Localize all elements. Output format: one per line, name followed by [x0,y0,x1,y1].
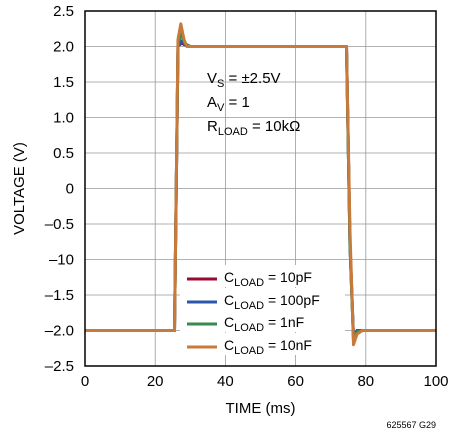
y-tick-labels: –2.5 –2.0 –1.5 –10 –0.5 0 0.5 1.0 1.5 2.0 2.5 [45,3,74,375]
legend-text-bg [220,265,345,287]
y-tick-label: 0.5 [53,145,74,162]
y-tick-label: 2.0 [53,39,74,56]
x-tick-label: 60 [287,373,304,390]
y-tick-label: 2.5 [53,3,74,20]
x-tick-label: 80 [357,373,374,390]
legend-text-bg [220,333,345,355]
legend-label-2: CLOAD = 1nF [224,314,304,334]
x-tick-label: 40 [217,373,234,390]
series-line-3 [85,22,436,347]
y-tick-label: –0.5 [45,216,74,233]
y-tick-label: –2.5 [45,358,74,375]
figure-id: 625567 G29 [386,420,436,430]
x-axis-title: TIME (ms) [226,400,296,417]
x-tick-label: 20 [147,373,164,390]
annotations: VS = ±2.5V AV = 1 RLOAD = 10kΩ [207,70,300,138]
x-tick-label: 100 [423,373,448,390]
plot-frame [84,10,437,367]
x-tick-labels: 0 20 40 60 80 100 [81,373,449,390]
y-tick-label: 1.5 [53,74,74,91]
y-axis-title: VOLTAGE (V) [11,142,28,235]
y-tick-label: –2.0 [45,323,74,340]
annotation-0: VS = ±2.5V [207,70,281,90]
y-tick-label: 1.0 [53,110,74,127]
legend-label-1: CLOAD = 100pF [224,292,320,312]
series-group [85,22,436,347]
legend-label-3: CLOAD = 10nF [224,337,312,357]
y-tick-label: –1.5 [45,287,74,304]
x-tick-label: 0 [81,373,89,390]
annotation-2: RLOAD = 10kΩ [207,118,300,138]
y-tick-label: 0 [66,181,74,198]
legend-text-bg [220,288,345,310]
y-tick-label: –10 [49,252,74,269]
annotation-1: AV = 1 [207,94,250,114]
legend-text-bg [220,310,345,332]
legend-label-0: CLOAD = 10pF [224,269,312,289]
